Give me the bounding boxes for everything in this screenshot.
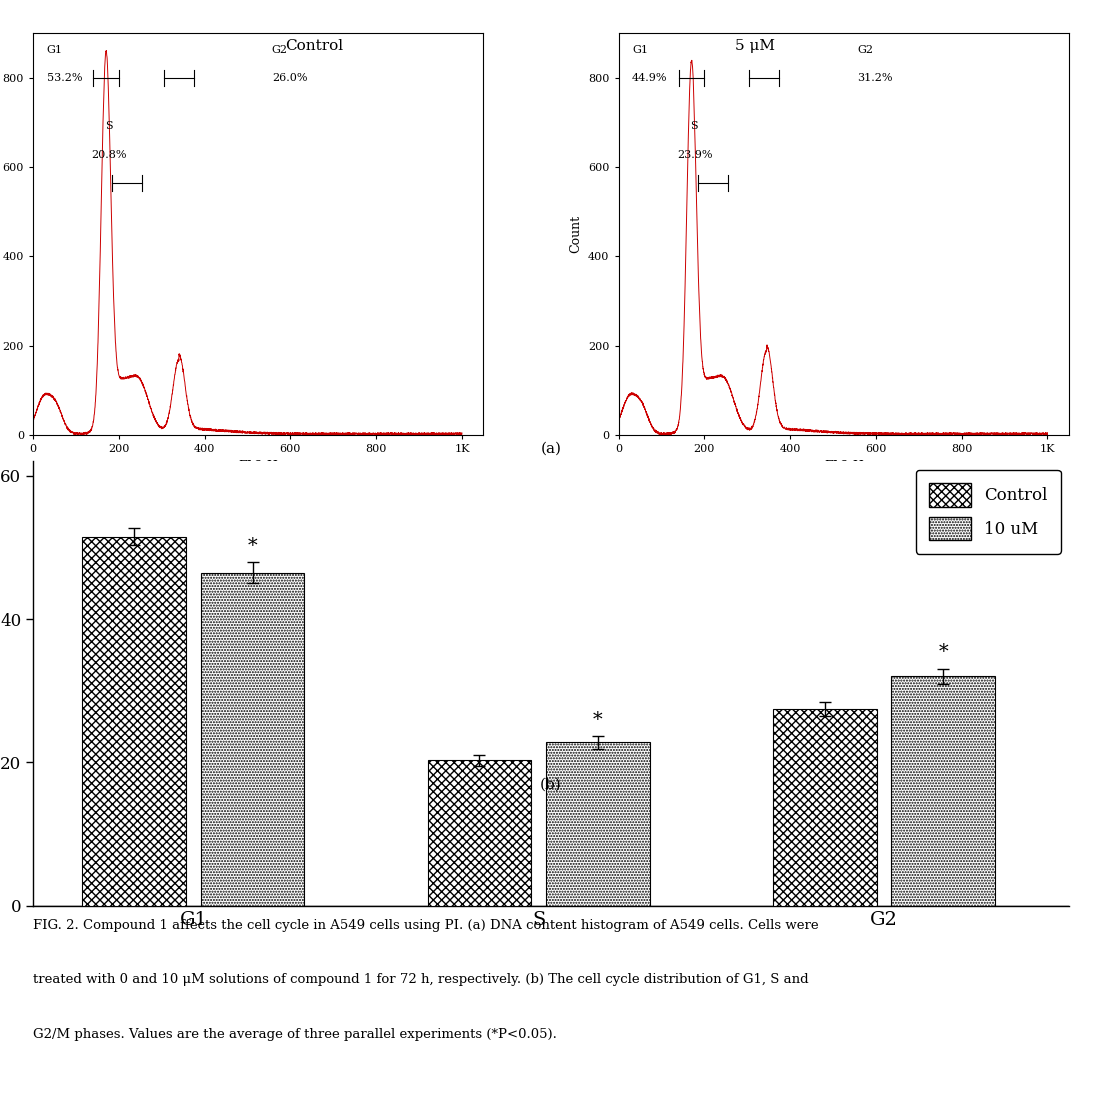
Text: *: * xyxy=(593,711,603,728)
Text: 31.2%: 31.2% xyxy=(857,73,893,83)
Text: *: * xyxy=(938,643,948,661)
Bar xyxy=(201,573,304,906)
Text: 5 μM: 5 μM xyxy=(735,39,775,53)
Text: 53.2%: 53.2% xyxy=(46,73,82,83)
Text: Control: Control xyxy=(285,39,343,53)
Bar xyxy=(773,709,876,906)
Text: S: S xyxy=(691,122,699,132)
Text: treated with 0 and 10 μM solutions of compound 1 for 72 h, respectively. (b) The: treated with 0 and 10 μM solutions of co… xyxy=(33,973,809,986)
Text: (b): (b) xyxy=(540,778,562,791)
Legend: Control, 10 uM: Control, 10 uM xyxy=(916,470,1060,554)
Text: (a): (a) xyxy=(540,441,562,455)
Text: 20.8%: 20.8% xyxy=(91,149,127,159)
Text: 26.0%: 26.0% xyxy=(272,73,307,83)
Text: FIG. 2. Compound 1 affects the cell cycle in A549 cells using PI. (a) DNA conten: FIG. 2. Compound 1 affects the cell cycl… xyxy=(33,919,819,932)
Text: *: * xyxy=(248,536,258,555)
Text: G1: G1 xyxy=(46,45,63,55)
Text: G2: G2 xyxy=(857,45,873,55)
Text: 44.9%: 44.9% xyxy=(633,73,668,83)
X-axis label: FL2-H: FL2-H xyxy=(238,460,278,473)
Text: 23.9%: 23.9% xyxy=(677,149,713,159)
Bar xyxy=(428,760,531,906)
X-axis label: FL2-H: FL2-H xyxy=(824,460,864,473)
Text: S: S xyxy=(105,122,112,132)
Y-axis label: Count: Count xyxy=(570,215,583,253)
Bar xyxy=(892,677,995,906)
Text: G2/M phases. Values are the average of three parallel experiments (*P<0.05).: G2/M phases. Values are the average of t… xyxy=(33,1028,557,1041)
Text: G1: G1 xyxy=(633,45,648,55)
Bar xyxy=(547,743,650,906)
Bar xyxy=(83,536,186,906)
Text: G2: G2 xyxy=(272,45,288,55)
